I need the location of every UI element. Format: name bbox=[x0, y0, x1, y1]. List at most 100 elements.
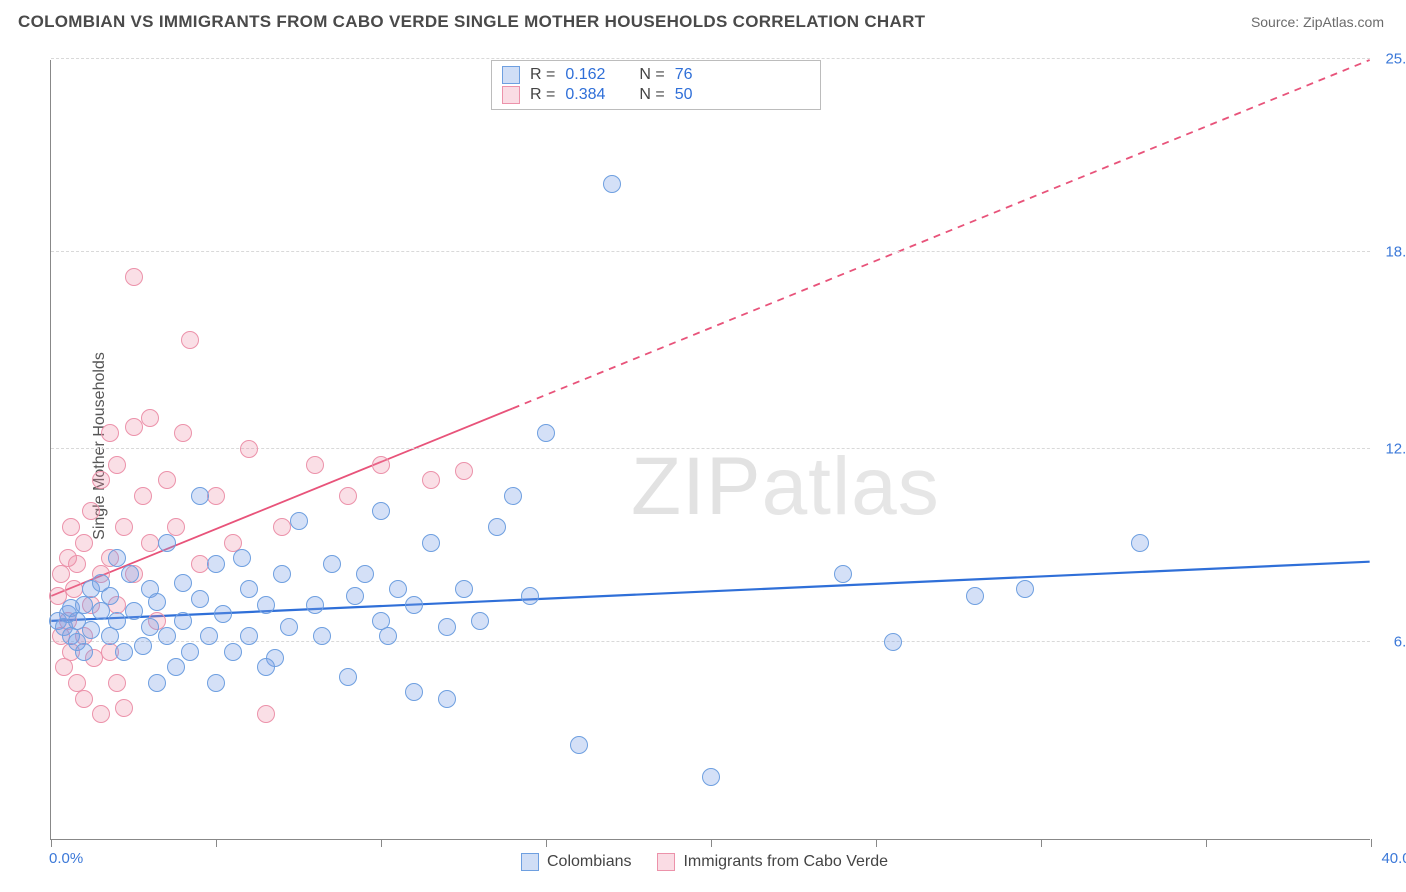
n-value: 76 bbox=[675, 66, 693, 84]
legend-row: R = 0.384 N = 50 bbox=[502, 85, 810, 105]
point-colombians bbox=[257, 596, 275, 614]
watermark-light: atlas bbox=[762, 441, 940, 532]
point-colombians bbox=[313, 627, 331, 645]
legend-item: Colombians bbox=[521, 853, 631, 871]
point-cabo-verde bbox=[92, 705, 110, 723]
point-cabo-verde bbox=[191, 555, 209, 573]
legend-swatch bbox=[502, 66, 520, 84]
point-cabo-verde bbox=[108, 674, 126, 692]
point-colombians bbox=[1131, 534, 1149, 552]
point-colombians bbox=[379, 627, 397, 645]
chart-title: COLOMBIAN VS IMMIGRANTS FROM CABO VERDE … bbox=[18, 12, 1388, 32]
point-colombians bbox=[141, 618, 159, 636]
point-cabo-verde bbox=[82, 502, 100, 520]
x-tick-label: 40.0% bbox=[1381, 850, 1406, 867]
point-colombians bbox=[471, 612, 489, 630]
point-colombians bbox=[115, 643, 133, 661]
point-colombians bbox=[257, 658, 275, 676]
point-colombians bbox=[280, 618, 298, 636]
y-tick-label: 6.3% bbox=[1394, 634, 1406, 651]
point-colombians bbox=[75, 643, 93, 661]
x-tick bbox=[381, 839, 382, 847]
point-colombians bbox=[405, 683, 423, 701]
point-cabo-verde bbox=[75, 690, 93, 708]
gridline bbox=[51, 58, 1370, 59]
point-colombians bbox=[125, 602, 143, 620]
point-cabo-verde bbox=[174, 424, 192, 442]
point-cabo-verde bbox=[92, 471, 110, 489]
point-colombians bbox=[92, 602, 110, 620]
point-cabo-verde bbox=[134, 487, 152, 505]
point-cabo-verde bbox=[101, 424, 119, 442]
gridline bbox=[51, 251, 1370, 252]
point-colombians bbox=[346, 587, 364, 605]
point-cabo-verde bbox=[52, 565, 70, 583]
r-label: R = bbox=[530, 86, 555, 104]
point-colombians bbox=[702, 768, 720, 786]
point-colombians bbox=[966, 587, 984, 605]
point-cabo-verde bbox=[141, 534, 159, 552]
point-colombians bbox=[75, 596, 93, 614]
point-cabo-verde bbox=[240, 440, 258, 458]
r-label: R = bbox=[530, 66, 555, 84]
y-tick-label: 12.5% bbox=[1385, 441, 1406, 458]
legend-item: Immigrants from Cabo Verde bbox=[657, 853, 888, 871]
point-colombians bbox=[339, 668, 357, 686]
x-tick bbox=[546, 839, 547, 847]
x-tick bbox=[711, 839, 712, 847]
point-cabo-verde bbox=[141, 409, 159, 427]
point-colombians bbox=[207, 674, 225, 692]
point-cabo-verde bbox=[125, 418, 143, 436]
x-tick-label: 0.0% bbox=[49, 850, 83, 867]
point-colombians bbox=[158, 534, 176, 552]
point-colombians bbox=[101, 627, 119, 645]
point-cabo-verde bbox=[372, 456, 390, 474]
point-cabo-verde bbox=[273, 518, 291, 536]
point-colombians bbox=[148, 674, 166, 692]
point-colombians bbox=[148, 593, 166, 611]
y-tick-label: 18.8% bbox=[1385, 244, 1406, 261]
point-colombians bbox=[191, 590, 209, 608]
point-colombians bbox=[240, 627, 258, 645]
point-cabo-verde bbox=[125, 268, 143, 286]
r-value: 0.162 bbox=[565, 66, 605, 84]
point-cabo-verde bbox=[339, 487, 357, 505]
point-colombians bbox=[455, 580, 473, 598]
point-colombians bbox=[174, 612, 192, 630]
point-colombians bbox=[884, 633, 902, 651]
point-colombians bbox=[504, 487, 522, 505]
point-cabo-verde bbox=[167, 518, 185, 536]
chart-container: COLOMBIAN VS IMMIGRANTS FROM CABO VERDE … bbox=[0, 0, 1406, 892]
point-colombians bbox=[603, 175, 621, 193]
point-colombians bbox=[537, 424, 555, 442]
y-tick-label: 25.0% bbox=[1385, 51, 1406, 68]
point-colombians bbox=[233, 549, 251, 567]
watermark: ZIPatlas bbox=[631, 440, 940, 534]
point-colombians bbox=[422, 534, 440, 552]
point-colombians bbox=[121, 565, 139, 583]
n-value: 50 bbox=[675, 86, 693, 104]
source-label: Source: ZipAtlas.com bbox=[1251, 14, 1384, 30]
point-colombians bbox=[240, 580, 258, 598]
x-tick bbox=[1206, 839, 1207, 847]
point-colombians bbox=[438, 690, 456, 708]
point-colombians bbox=[191, 487, 209, 505]
legend-label: Immigrants from Cabo Verde bbox=[683, 853, 888, 871]
n-label: N = bbox=[639, 66, 664, 84]
legend-swatch bbox=[502, 86, 520, 104]
point-colombians bbox=[134, 637, 152, 655]
legend-label: Colombians bbox=[547, 853, 631, 871]
point-colombians bbox=[200, 627, 218, 645]
watermark-bold: ZIP bbox=[631, 441, 762, 532]
point-colombians bbox=[323, 555, 341, 573]
point-cabo-verde bbox=[115, 699, 133, 717]
point-colombians bbox=[438, 618, 456, 636]
x-tick bbox=[1371, 839, 1372, 847]
correlation-legend: R = 0.162 N = 76 R = 0.384 N = 50 bbox=[491, 60, 821, 110]
legend-row: R = 0.162 N = 76 bbox=[502, 65, 810, 85]
point-colombians bbox=[108, 549, 126, 567]
point-colombians bbox=[101, 587, 119, 605]
point-colombians bbox=[570, 736, 588, 754]
point-colombians bbox=[488, 518, 506, 536]
point-colombians bbox=[834, 565, 852, 583]
